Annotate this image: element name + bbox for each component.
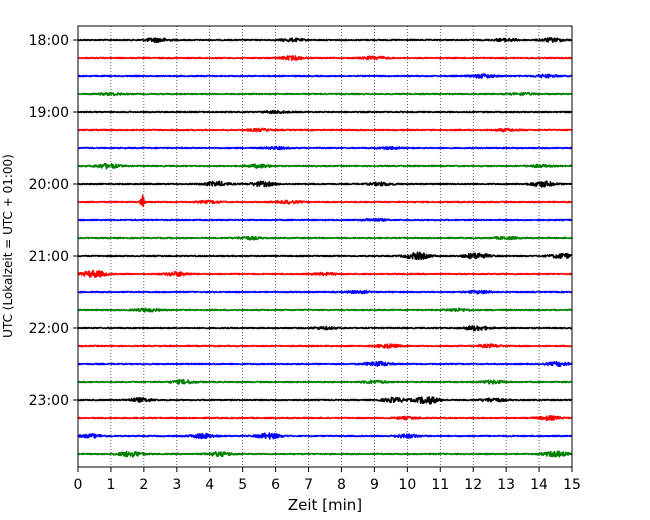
trace-2100 xyxy=(77,251,573,261)
trace-1800 xyxy=(77,37,573,44)
y-tick-label: 20:00 xyxy=(29,177,69,193)
trace-1815 xyxy=(77,55,573,61)
x-tick-label: 2 xyxy=(139,477,148,493)
trace-2130 xyxy=(77,289,573,295)
x-tick-label: 10 xyxy=(398,477,416,493)
x-tick-label: 15 xyxy=(563,477,581,493)
trace-2330 xyxy=(77,432,573,440)
y-tick-label: 21:00 xyxy=(29,249,69,265)
trace-1930 xyxy=(77,145,573,151)
x-tick-label: 14 xyxy=(530,477,548,493)
trace-2115 xyxy=(77,269,573,279)
y-tick-label: 18:00 xyxy=(29,33,69,49)
trace-2300 xyxy=(77,396,573,405)
plot-frame xyxy=(77,25,573,468)
x-tick-label: 11 xyxy=(431,477,449,493)
y-tick-label: 19:00 xyxy=(29,105,69,121)
x-tick-label: 12 xyxy=(464,477,482,493)
trace-2215 xyxy=(77,343,573,350)
x-tick-label: 5 xyxy=(238,477,247,493)
trace-1845 xyxy=(77,91,573,97)
trace-2230 xyxy=(77,360,573,368)
trace-2045 xyxy=(77,235,573,241)
trace-2245 xyxy=(77,378,573,385)
plot-background xyxy=(78,26,572,467)
trace-2015 xyxy=(77,194,573,208)
y-axis-label: UTC (Lokalzeit = UTC + 01:00) xyxy=(1,154,15,338)
trace-2200 xyxy=(77,325,573,332)
trace-2145 xyxy=(77,307,573,313)
x-tick-label: 0 xyxy=(74,477,83,493)
trace-2030 xyxy=(77,217,573,222)
trace-1830 xyxy=(77,73,573,79)
x-tick-label: 4 xyxy=(205,477,214,493)
x-tick-label: 1 xyxy=(106,477,115,493)
x-axis: 0 1 2 3 4 5 6 7 8 9 10 11 12 13 14 15 xyxy=(74,467,581,493)
x-tick-label: 9 xyxy=(370,477,379,493)
y-axis: 18:00 19:00 20:00 21:00 22:00 23:00 xyxy=(29,33,78,409)
y-tick-label: 23:00 xyxy=(29,393,69,409)
trace-1945 xyxy=(77,162,573,170)
x-tick-label: 13 xyxy=(497,477,515,493)
x-tick-label: 3 xyxy=(172,477,181,493)
x-tick-label: 7 xyxy=(304,477,313,493)
x-axis-label: Zeit [min] xyxy=(288,496,362,514)
trace-2000 xyxy=(77,180,573,188)
y-tick-label: 22:00 xyxy=(29,321,69,337)
x-tick-label: 8 xyxy=(337,477,346,493)
trace-1915 xyxy=(77,127,573,133)
x-tick-label: 6 xyxy=(271,477,280,493)
trace-1900 xyxy=(77,109,573,115)
seismic-traces xyxy=(77,37,573,458)
trace-2345 xyxy=(77,450,573,458)
trace-2315 xyxy=(77,415,573,421)
